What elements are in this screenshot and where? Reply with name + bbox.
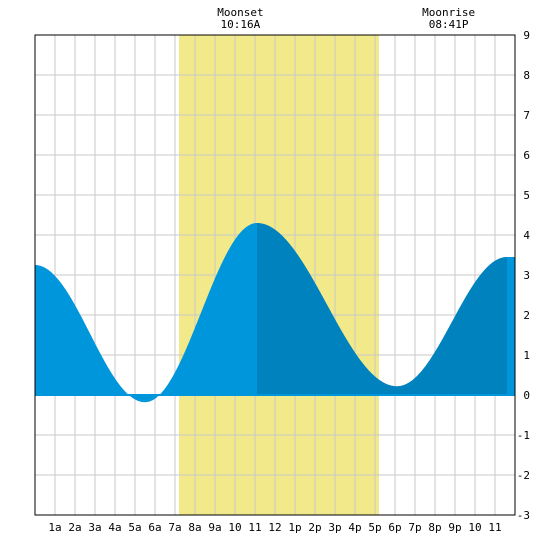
x-tick-label: 5a	[128, 521, 141, 534]
tide-area-segment	[35, 223, 257, 403]
x-tick-label: 8a	[188, 521, 201, 534]
y-tick-label: 4	[523, 229, 530, 242]
x-tick-label: 3p	[328, 521, 341, 534]
x-tick-label: 4p	[348, 521, 361, 534]
tide-area-layer	[35, 223, 515, 403]
y-tick-label: 5	[523, 189, 530, 202]
y-tick-labels: -3 -2 -1 0 1 2 3 4 5 6 7 8 9	[517, 29, 531, 522]
x-tick-label: 2p	[308, 521, 321, 534]
y-tick-label: 3	[523, 269, 530, 282]
x-tick-label: 1p	[288, 521, 301, 534]
tide-area-segment	[507, 257, 515, 395]
x-tick-label: 6a	[148, 521, 161, 534]
y-tick-label: 0	[523, 389, 530, 402]
x-tick-labels: 1a 2a 3a 4a 5a 6a 7a 8a 9a 10 11 12 1p 2p 3p 4p 5p 6p 7p 8p…	[48, 521, 501, 534]
x-tick-label: 5p	[368, 521, 381, 534]
y-tick-label: 1	[523, 349, 530, 362]
x-tick-label: 10	[228, 521, 241, 534]
moon-event-time: 10:16A	[221, 18, 261, 31]
plot-frame	[34, 34, 516, 516]
x-tick-label: 9a	[208, 521, 221, 534]
y-tick-label: 7	[523, 109, 530, 122]
x-tick-label: 8p	[428, 521, 441, 534]
x-tick-label: 3a	[88, 521, 101, 534]
x-tick-label: 7a	[168, 521, 181, 534]
x-tick-label: 11	[248, 521, 261, 534]
moon-event-name: Moonrise	[422, 6, 475, 19]
y-tick-label: -3	[517, 509, 530, 522]
y-tick-label: 2	[523, 309, 530, 322]
moon-event-time: 08:41P	[429, 18, 469, 31]
y-tick-label: -2	[517, 469, 530, 482]
x-tick-label: 12	[268, 521, 281, 534]
y-tick-label: -1	[517, 429, 530, 442]
x-tick-label: 4a	[108, 521, 121, 534]
y-tick-label: 6	[523, 149, 530, 162]
x-tick-label: 10	[468, 521, 481, 534]
x-tick-label: 2a	[68, 521, 81, 534]
x-tick-label: 7p	[408, 521, 421, 534]
y-tick-label: 9	[523, 29, 530, 42]
x-tick-label: 9p	[448, 521, 461, 534]
y-tick-label: 8	[523, 69, 530, 82]
plot-frame-layer	[34, 34, 516, 516]
x-tick-label: 1a	[48, 521, 61, 534]
x-tick-label: 6p	[388, 521, 401, 534]
moon-event-name: Moonset	[217, 6, 263, 19]
tide-area-segment	[257, 223, 507, 395]
x-tick-label: 11	[488, 521, 501, 534]
